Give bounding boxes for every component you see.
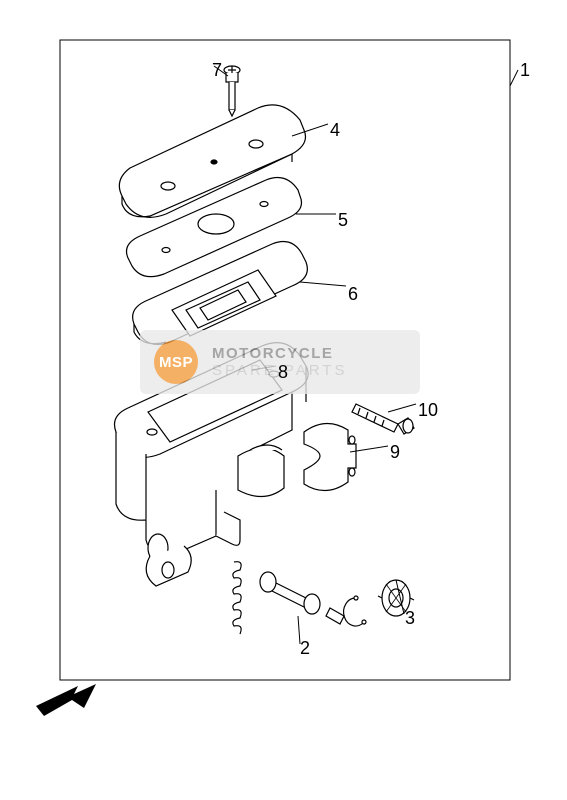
callout-6: 6 bbox=[348, 284, 358, 305]
callout-9: 9 bbox=[390, 442, 400, 463]
view-direction-arrow bbox=[36, 684, 96, 716]
part-bolt-10 bbox=[352, 404, 414, 434]
watermark-logo: MSP bbox=[154, 340, 198, 384]
part-boot-3 bbox=[344, 580, 414, 626]
parts-diagram bbox=[0, 0, 567, 800]
watermark-line1: MOTORCYCLE bbox=[212, 345, 348, 362]
callout-4: 4 bbox=[330, 120, 340, 141]
callout-1: 1 bbox=[520, 60, 530, 81]
part-piston-set-2 bbox=[233, 562, 344, 634]
part-clamp-9 bbox=[304, 423, 356, 490]
callout-7: 7 bbox=[212, 60, 222, 81]
callout-3: 3 bbox=[405, 608, 415, 629]
callout-10: 10 bbox=[418, 400, 438, 421]
callout-2: 2 bbox=[300, 638, 310, 659]
callout-8: 8 bbox=[278, 362, 288, 383]
callout-5: 5 bbox=[338, 210, 348, 231]
part-screw-7 bbox=[224, 66, 240, 116]
